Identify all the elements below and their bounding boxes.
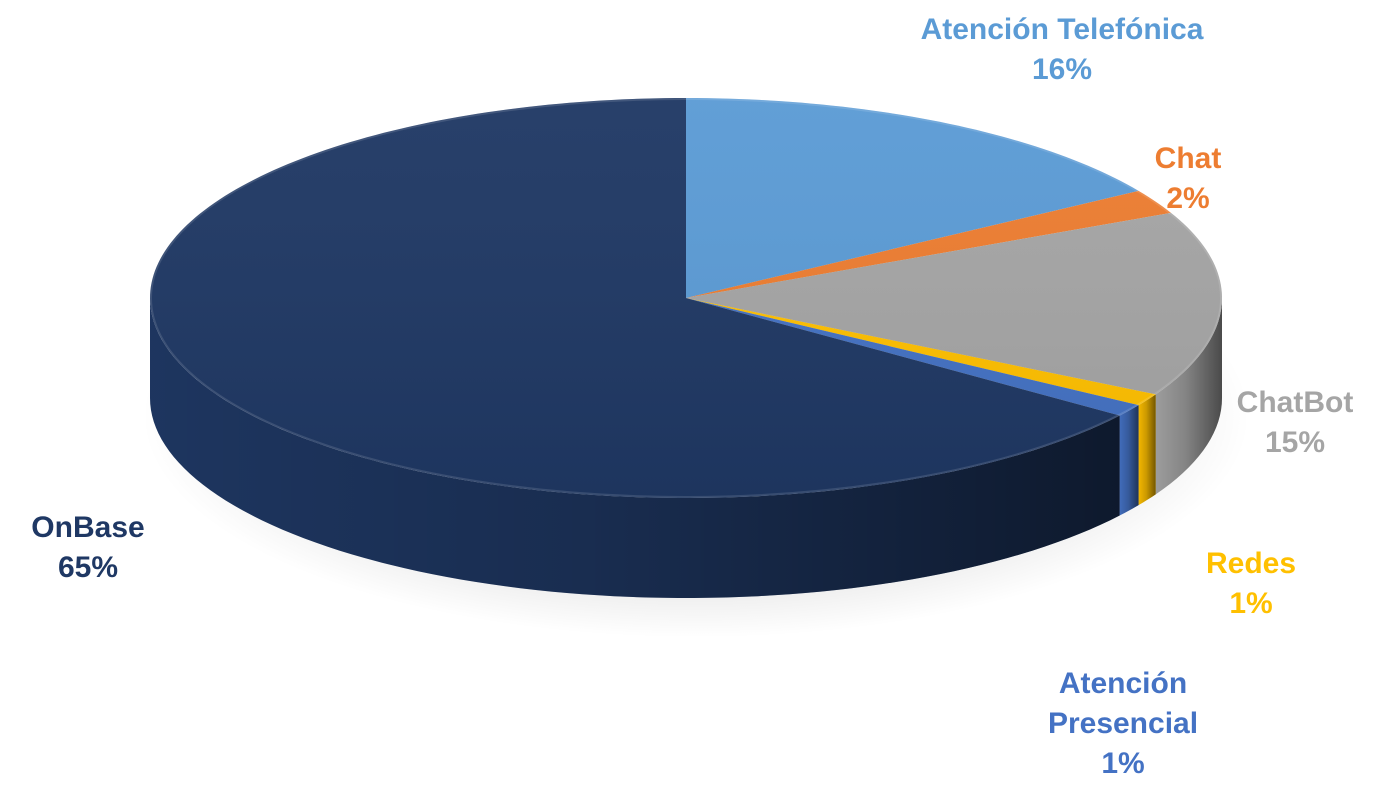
data-label-atención-telefónica: Atención Telefónica 16% [921, 10, 1204, 90]
data-label-name: Atención [1058, 667, 1188, 700]
data-label-value: 65% [57, 551, 119, 584]
data-label-name: Presencial [1047, 707, 1199, 740]
data-label-value: 2% [1166, 182, 1210, 215]
data-label-redes: Redes 1% [1206, 544, 1296, 624]
slice-side-chatbot [1155, 298, 1222, 495]
data-label-onbase: OnBase 65% [31, 508, 144, 588]
slice-side-onbase [150, 298, 1120, 598]
data-label-atención-presencial: Atención Presencial 1% [1048, 664, 1198, 784]
data-label-value: 15% [1264, 426, 1326, 459]
pie-top-sheen [150, 98, 1222, 498]
data-label-value: 1% [1101, 747, 1145, 780]
data-label-name: OnBase [31, 511, 145, 544]
data-label-name: Redes [1205, 547, 1297, 580]
data-label-chat: Chat 2% [1155, 139, 1222, 219]
data-label-value: 1% [1229, 587, 1273, 620]
slice-side-redes [1138, 394, 1156, 506]
data-label-name: ChatBot [1236, 386, 1354, 419]
slice-side-atención-presencial [1119, 405, 1139, 516]
data-label-name: Atención Telefónica [920, 13, 1204, 46]
data-label-name: Chat [1154, 142, 1222, 175]
pie-rim [150, 98, 1222, 498]
data-label-chatbot: ChatBot 15% [1237, 383, 1354, 463]
data-label-value: 16% [1031, 53, 1093, 86]
